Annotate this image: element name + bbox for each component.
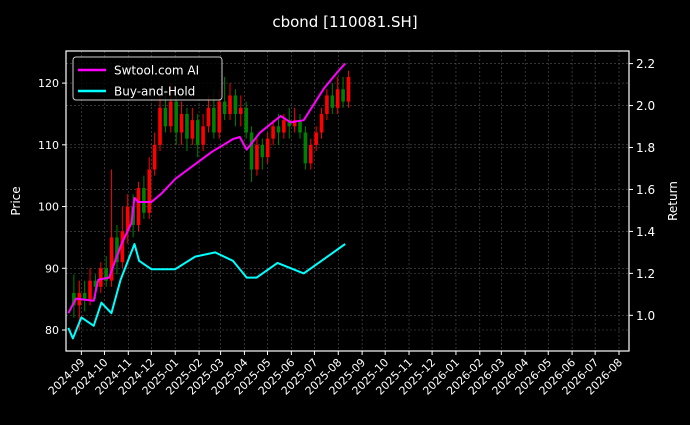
candle-body: [341, 89, 345, 102]
candle-body: [325, 95, 329, 114]
y-tick-label-right: 1.4: [636, 225, 655, 239]
candle-body: [109, 237, 114, 281]
chart-title: cbond [110081.SH]: [272, 13, 417, 31]
y-tick-label-left: 80: [45, 324, 59, 337]
candles: [72, 70, 351, 331]
candle-body: [303, 132, 308, 164]
candle-body: [195, 120, 200, 145]
candle-body: [260, 144, 265, 158]
legend-box: [72, 56, 223, 101]
y-tick-label-left: 100: [38, 201, 59, 214]
y-axis-left: 80 90 100 110 120: [38, 77, 66, 337]
candle-body: [314, 132, 318, 145]
candle-body: [319, 113, 324, 133]
candle-body: [335, 89, 340, 108]
y-tick-label-left: 90: [45, 262, 59, 275]
candle-body: [120, 231, 125, 263]
candle-body: [190, 120, 195, 139]
y-tick-label-left: 110: [38, 139, 59, 152]
legend-label-swtool: Swtool.com AI: [114, 64, 199, 78]
candle-body: [222, 101, 227, 114]
candle-body: [104, 268, 108, 281]
candle-body: [179, 113, 184, 133]
candle-body: [308, 144, 313, 164]
y-axis-right-label: Return: [666, 181, 680, 221]
candle-body: [265, 138, 270, 158]
candle-body: [82, 292, 87, 300]
candle-body: [201, 126, 205, 145]
legend-label-buy-and-hold: Buy-and-Hold: [114, 85, 195, 99]
y-tick-label-right: 2.0: [636, 99, 655, 113]
candle-body: [185, 113, 189, 139]
candle-body: [174, 101, 178, 133]
y-tick-label-right: 1.0: [636, 309, 655, 323]
candle-body: [136, 188, 141, 226]
candle-body: [271, 126, 275, 139]
candle-body: [115, 237, 119, 263]
y-tick-label-right: 1.8: [636, 141, 655, 155]
series-line-buy-and-hold: [67, 243, 346, 340]
candle-body: [88, 280, 92, 300]
candle-body: [163, 107, 168, 127]
candle-body: [206, 107, 211, 127]
y-tick-label-right: 1.6: [636, 183, 655, 197]
candle-body: [147, 169, 152, 213]
candle-body: [168, 101, 173, 127]
candle-body: [298, 120, 302, 133]
candle-body: [93, 280, 98, 287]
plot-frame: [65, 50, 630, 352]
y-axis-left-label: Price: [9, 186, 23, 215]
candle-body: [217, 101, 222, 133]
candle-body: [287, 120, 292, 127]
y-tick-label-right: 1.2: [636, 267, 655, 281]
series-line-swtool: [67, 62, 346, 314]
candle-body: [244, 107, 248, 133]
candle-body: [228, 95, 232, 114]
candle-body: [276, 126, 281, 133]
candle-body: [282, 120, 286, 133]
y-tick-label-left: 120: [38, 77, 59, 90]
candle-body: [292, 120, 297, 127]
candle-body: [212, 107, 216, 133]
grid: [66, 51, 629, 351]
candle-body: [249, 132, 254, 170]
candle-body: [346, 76, 351, 102]
candle-body: [125, 206, 130, 232]
candle-body: [142, 188, 146, 213]
y-tick-label-right: 2.2: [636, 57, 655, 71]
candle-body: [152, 144, 157, 170]
legend: Swtool.com AI Buy-and-Hold: [72, 56, 223, 101]
candle-body: [330, 95, 335, 108]
candle-body: [233, 95, 238, 114]
candle-body: [99, 268, 103, 287]
y-axis-right: 1.0 1.2 1.4 1.6 1.8 2.0 2.2: [629, 57, 655, 323]
lines: [67, 62, 346, 340]
candle-body: [255, 144, 259, 170]
candle-body: [158, 107, 162, 145]
candle-body: [238, 107, 243, 114]
candle-body: [72, 292, 76, 306]
